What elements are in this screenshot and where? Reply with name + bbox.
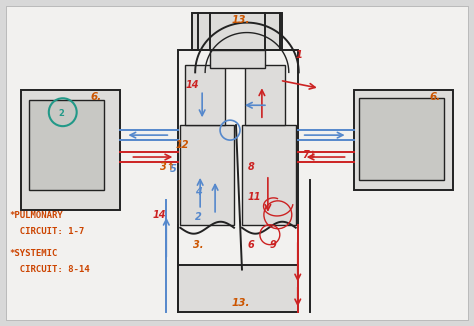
Bar: [359, 98, 444, 180]
Text: *PULMONARY: *PULMONARY: [9, 211, 63, 220]
Bar: [180, 125, 234, 225]
Text: 9: 9: [270, 240, 277, 250]
Text: 1: 1: [296, 51, 302, 60]
Text: CIRCUIT: 1-7: CIRCUIT: 1-7: [9, 227, 84, 236]
Text: 14: 14: [185, 80, 199, 90]
Text: CIRCUIT: 8-14: CIRCUIT: 8-14: [9, 264, 90, 274]
Bar: [178, 265, 298, 312]
Text: 8: 8: [248, 162, 255, 172]
Text: 14: 14: [152, 210, 166, 220]
Text: 11: 11: [248, 192, 262, 202]
Text: 3.: 3.: [193, 240, 204, 250]
Bar: [185, 66, 225, 125]
Text: 12: 12: [175, 140, 189, 150]
Text: 6: 6: [248, 240, 255, 250]
Bar: [354, 90, 453, 190]
Text: 3↑: 3↑: [160, 162, 175, 172]
Text: *SYSTEMIC: *SYSTEMIC: [9, 249, 57, 258]
Bar: [178, 51, 298, 270]
Text: 2: 2: [195, 212, 202, 222]
Bar: [242, 125, 296, 225]
Text: 6.: 6.: [429, 92, 440, 102]
Text: 6.: 6.: [91, 92, 102, 102]
Bar: [29, 100, 104, 190]
Text: 2: 2: [59, 109, 64, 118]
Text: 5: 5: [170, 164, 177, 174]
Bar: [245, 66, 285, 125]
Bar: [192, 13, 282, 51]
Text: 4: 4: [195, 187, 202, 197]
Text: 13.: 13.: [232, 15, 251, 24]
Bar: [21, 90, 120, 210]
Text: 13.: 13.: [232, 298, 251, 308]
Text: 7↓: 7↓: [303, 150, 318, 160]
Bar: [210, 51, 265, 68]
